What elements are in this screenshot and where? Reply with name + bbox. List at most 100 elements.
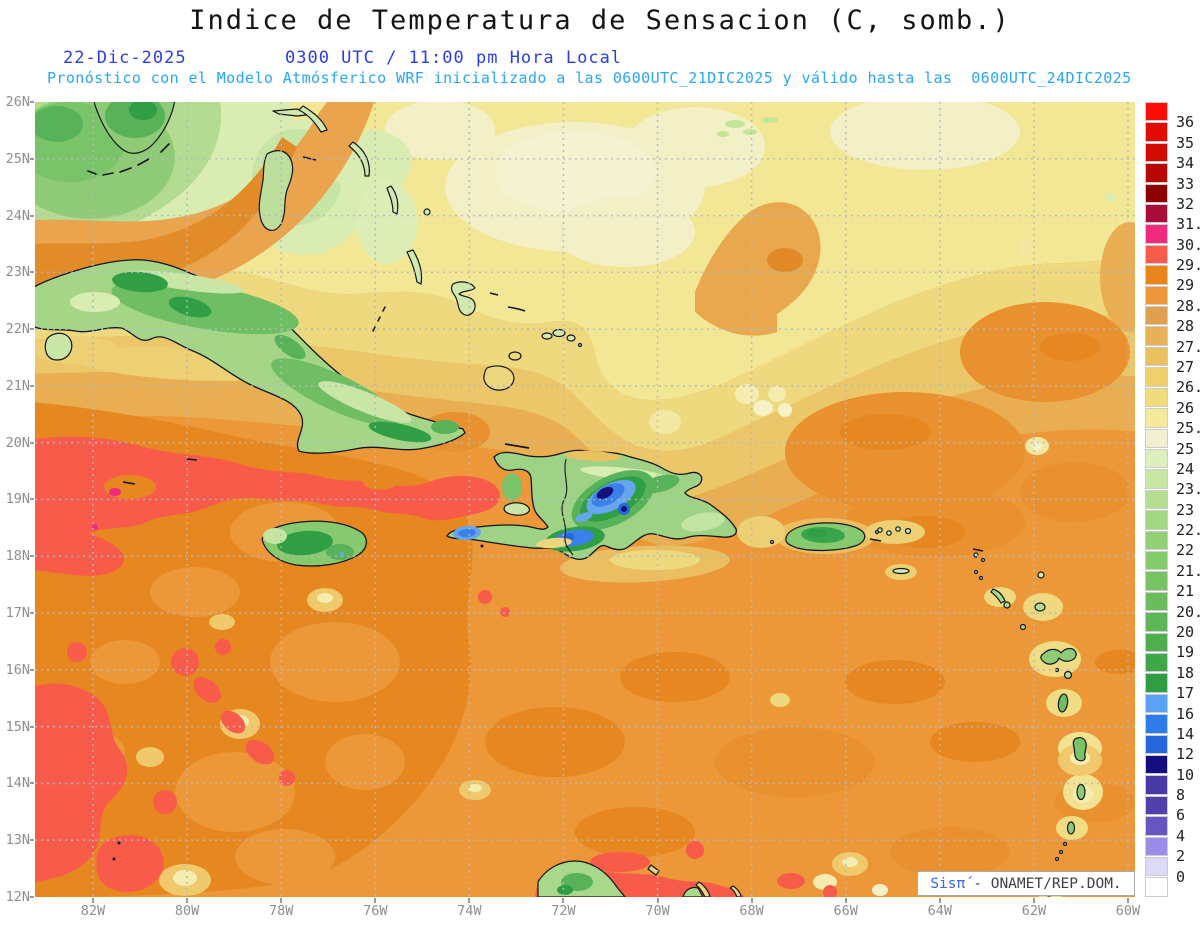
lon-label: 72W	[551, 903, 576, 919]
lat-tick	[30, 612, 34, 615]
attribution-box: Sisπ́ - ONAMET/REP.DOM.	[917, 871, 1135, 896]
colorbar-tick-label: 14	[1176, 724, 1195, 743]
colorbar-cell	[1145, 550, 1168, 571]
colorbar-tick-label: 22	[1176, 541, 1195, 560]
forecast-time: 0300 UTC / 11:00 pm Hora Local	[285, 48, 623, 68]
lon-label: 66W	[833, 903, 858, 919]
lat-tick	[30, 441, 34, 444]
forecast-date: 22-Dic-2025	[63, 48, 187, 68]
colorbar-tick-label: 29.7	[1176, 256, 1200, 275]
colorbar-cell	[1145, 346, 1168, 367]
colorbar-tick-label: 2	[1176, 847, 1186, 866]
lat-tick	[30, 271, 34, 274]
colorbar-tick-label: 28.5	[1176, 296, 1200, 315]
colorbar-tick-label: 34	[1176, 154, 1195, 173]
colorbar-cell	[1145, 530, 1168, 550]
colorbar-tick-label: 26	[1176, 398, 1195, 417]
colorbar-tick-label: 20	[1176, 623, 1195, 641]
lon-label: 80W	[174, 903, 200, 919]
colorbar-cell	[1145, 387, 1168, 408]
lon-label: 60W	[1115, 903, 1141, 919]
colorbar-tick-label: 30.7	[1176, 235, 1200, 254]
colorbar-tick-label: 23.5	[1176, 480, 1200, 499]
colorbar-tick-label: 12	[1176, 745, 1195, 764]
lon-tick	[656, 898, 659, 903]
lon-tick	[1126, 898, 1129, 903]
colorbar-tick-label: 31.5	[1176, 215, 1200, 234]
colorbar-cell	[1145, 510, 1168, 530]
colorbar-tick-label: 22.5	[1176, 521, 1200, 540]
lat-label: 16N	[5, 661, 30, 678]
lat-label: 17N	[5, 605, 30, 622]
colorbar-cell	[1145, 469, 1168, 489]
colorbar-tick-label: 20.5	[1176, 602, 1200, 621]
lat-label: 14N	[5, 775, 30, 792]
lon-tick	[468, 898, 471, 903]
colorbar-cell	[1145, 673, 1168, 693]
colorbar	[1145, 102, 1168, 897]
colorbar-tick-label: 36	[1176, 113, 1195, 132]
lon-label: 76W	[363, 903, 388, 919]
colorbar-cell	[1145, 714, 1168, 734]
lat-label: 21N	[5, 377, 30, 394]
colorbar-cell	[1145, 693, 1168, 714]
colorbar-tick-label: 21.5	[1176, 561, 1200, 580]
lat-label: 23N	[5, 264, 30, 281]
colorbar-cell	[1145, 408, 1168, 428]
lon-tick	[1032, 898, 1035, 903]
lon-label: 78W	[268, 903, 294, 919]
colorbar-cell	[1145, 857, 1168, 877]
colorbar-cell	[1145, 122, 1168, 142]
colorbar-tick-label: 4	[1176, 826, 1186, 845]
lat-label: 15N	[5, 718, 30, 735]
lon-tick	[844, 898, 847, 903]
lat-tick	[30, 839, 34, 842]
colorbar-tick-label: 17	[1176, 684, 1195, 703]
lat-label: 24N	[5, 207, 30, 224]
lon-tick	[280, 898, 283, 903]
colorbar-cell	[1145, 183, 1168, 204]
colorbar-cell	[1145, 795, 1168, 816]
lat-label: 26N	[5, 94, 30, 110]
lat-tick	[30, 214, 34, 217]
lat-label: 19N	[5, 491, 30, 508]
lon-label: 68W	[739, 903, 764, 919]
landmasses	[35, 102, 1087, 897]
lat-tick	[30, 157, 34, 160]
lat-label: 12N	[5, 888, 30, 905]
forecast-map	[35, 102, 1135, 897]
colorbar-tick-label: 25.5	[1176, 419, 1200, 438]
lat-tick	[30, 498, 34, 501]
colorbar-cell	[1145, 591, 1168, 612]
colorbar-cell	[1145, 755, 1168, 775]
lat-label: 25N	[5, 150, 30, 167]
colorbar-tick-label: 10	[1176, 765, 1195, 784]
colorbar-tick-label: 6	[1176, 806, 1186, 825]
lat-tick	[30, 384, 34, 387]
colorbar-cell	[1145, 163, 1168, 183]
lat-label: 13N	[5, 832, 30, 849]
lat-tick	[30, 555, 34, 558]
colorbar-cell	[1145, 816, 1168, 836]
colorbar-tick-label: 35	[1176, 133, 1195, 152]
colorbar-tick-label: 28	[1176, 317, 1195, 336]
lon-tick	[374, 898, 377, 903]
colorbar-labels: 363534333231.530.729.72928.52827.52726.5…	[1173, 102, 1200, 897]
colorbar-cell	[1145, 877, 1168, 897]
lon-label: 64W	[927, 903, 952, 919]
colorbar-tick-label: 27.5	[1176, 337, 1200, 356]
colorbar-tick-label: 8	[1176, 786, 1186, 805]
lon-label: 70W	[645, 903, 670, 919]
model-run-info: Pronóstico con el Modelo Atmósferico WRF…	[47, 69, 1132, 87]
colorbar-tick-label: 24	[1176, 459, 1195, 478]
colorbar-cell	[1145, 102, 1168, 122]
colorbar-cell	[1145, 244, 1168, 265]
brand-label: Sisπ́	[930, 875, 966, 892]
lon-label: 62W	[1021, 903, 1047, 919]
lat-label: 22N	[5, 321, 30, 338]
lat-tick	[30, 725, 34, 728]
colorbar-cell	[1145, 428, 1168, 448]
lat-tick	[30, 782, 34, 785]
lat-tick	[30, 328, 34, 331]
colorbar-cell	[1145, 836, 1168, 857]
